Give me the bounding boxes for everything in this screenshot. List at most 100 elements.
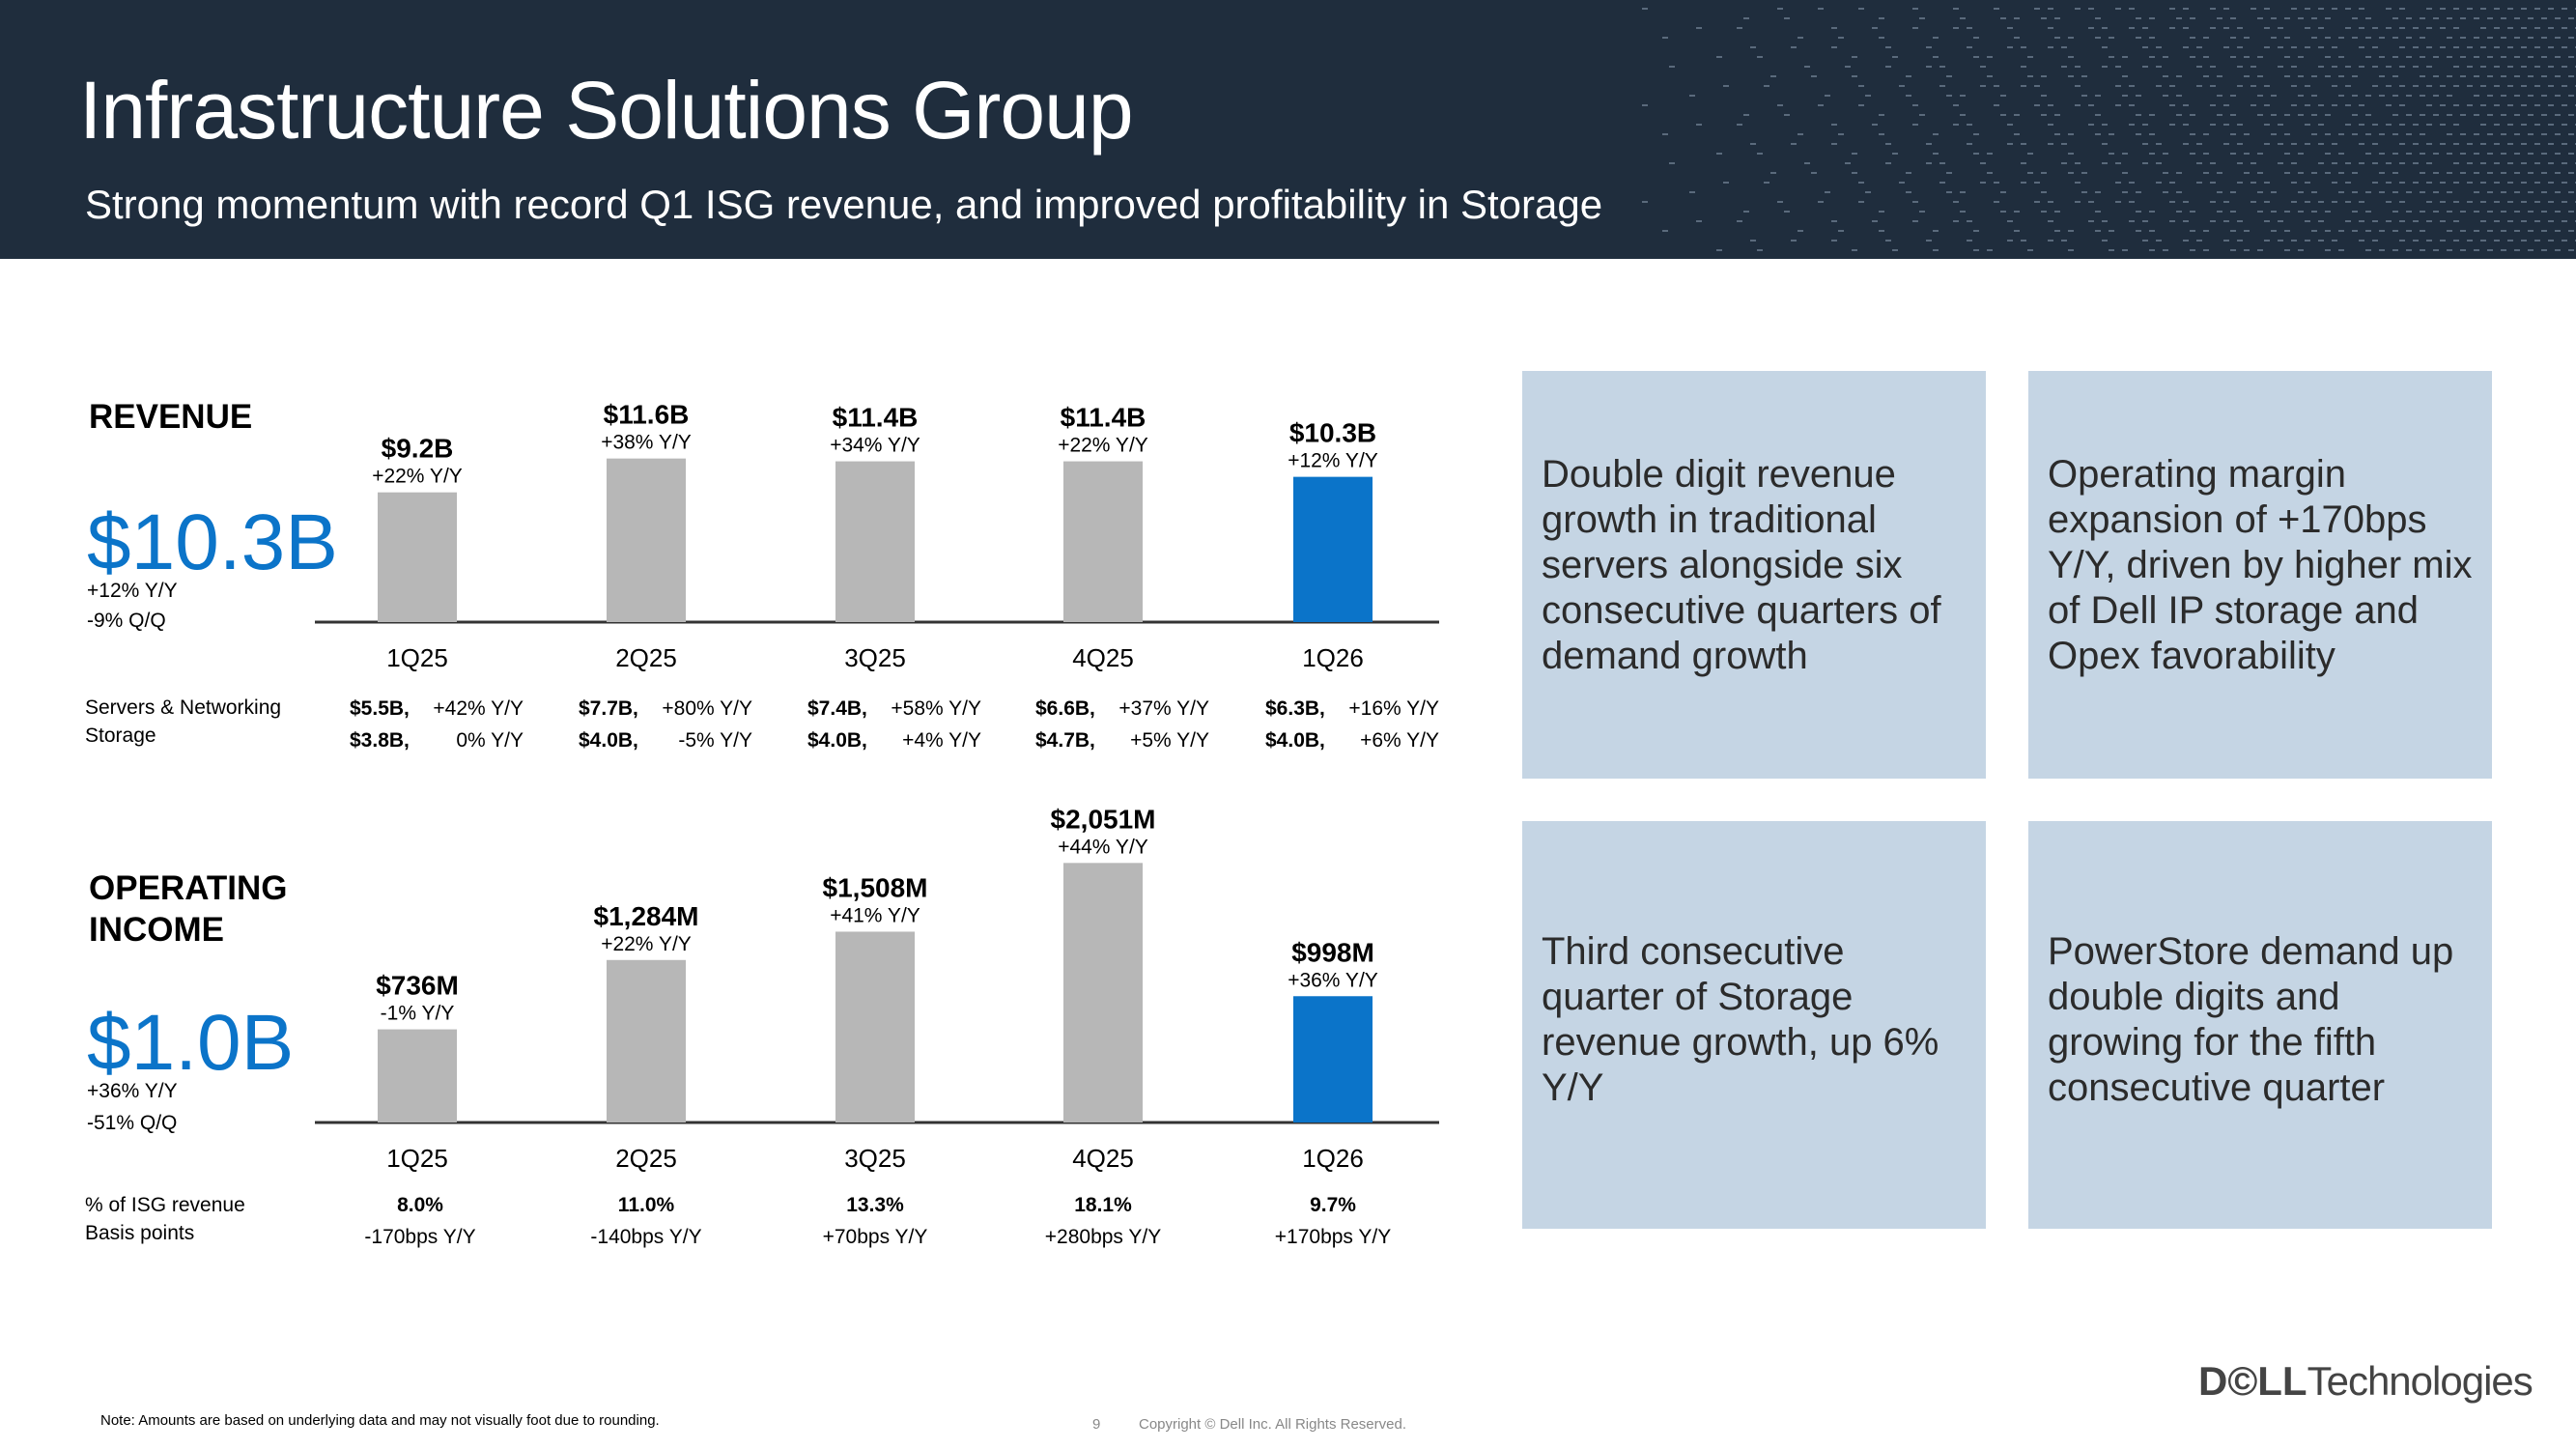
header-dot bbox=[2068, 56, 2074, 58]
header-dot bbox=[1831, 27, 1837, 29]
header-dot bbox=[2237, 66, 2243, 68]
header-dot bbox=[2305, 8, 2310, 10]
header-dot bbox=[2298, 172, 2304, 174]
header-dot bbox=[2521, 8, 2527, 10]
header-dot bbox=[2514, 211, 2520, 213]
header-dot bbox=[2210, 182, 2216, 184]
revenue-row-label-servers: Servers & Networking bbox=[85, 696, 282, 719]
header-dot bbox=[2021, 85, 2026, 87]
header-dot bbox=[2169, 8, 2175, 10]
header-dot bbox=[2250, 66, 2256, 68]
header-dot bbox=[1798, 37, 1803, 39]
header-dot bbox=[2406, 249, 2412, 251]
header-dot bbox=[2176, 172, 2182, 174]
header-dot bbox=[1811, 172, 1817, 174]
header-dot bbox=[2163, 172, 2168, 174]
header-dot bbox=[1967, 220, 1972, 222]
header-dot bbox=[2426, 104, 2432, 106]
header-dot bbox=[2420, 56, 2425, 58]
header-dot bbox=[2102, 240, 2108, 242]
revenue-table-value: $7.4B, bbox=[807, 697, 867, 720]
header-dot bbox=[2183, 27, 2189, 29]
header-dot bbox=[2271, 211, 2277, 213]
header-dot bbox=[2007, 124, 2013, 126]
header-dot bbox=[2487, 114, 2493, 116]
header-dot bbox=[2021, 66, 2026, 68]
header-dot bbox=[2088, 104, 2094, 106]
header-dot bbox=[2156, 143, 2162, 145]
header-dot bbox=[2460, 114, 2466, 116]
header-dot bbox=[2068, 153, 2074, 155]
header-dot bbox=[1777, 8, 1783, 10]
header-dot bbox=[2149, 153, 2155, 155]
header-dot bbox=[2305, 240, 2310, 242]
header-dot bbox=[2453, 104, 2459, 106]
header-dot bbox=[2338, 75, 2344, 77]
header-dot bbox=[2061, 143, 2067, 145]
header-dot bbox=[1872, 220, 1878, 222]
header-dot bbox=[2399, 124, 2405, 126]
revenue-bar-4Q25 bbox=[1063, 461, 1143, 622]
header-dot bbox=[1987, 75, 1993, 77]
header-dot bbox=[1642, 8, 1648, 10]
header-dot bbox=[1906, 191, 1911, 193]
header-dot bbox=[2548, 104, 2554, 106]
header-dot bbox=[2494, 27, 2500, 29]
header-dot bbox=[2102, 46, 2108, 48]
header-dot bbox=[2278, 66, 2283, 68]
header-dot bbox=[2562, 201, 2567, 203]
header-dot bbox=[2291, 143, 2297, 145]
header-dot bbox=[2568, 37, 2574, 39]
header-dot bbox=[1865, 95, 1871, 97]
header-dot bbox=[2514, 114, 2520, 116]
header-dot bbox=[2169, 27, 2175, 29]
logo-bold: D©LL bbox=[2198, 1358, 2307, 1404]
header-dot bbox=[1858, 85, 1864, 87]
header-dot bbox=[2081, 95, 2087, 97]
header-dot bbox=[1777, 201, 1783, 203]
header-dot bbox=[2413, 182, 2419, 184]
header-dot bbox=[1960, 211, 1966, 213]
header-dot bbox=[1784, 114, 1790, 116]
header-dot bbox=[1669, 162, 1675, 164]
header-dot bbox=[2548, 162, 2554, 164]
header-dot bbox=[2257, 17, 2263, 19]
header-dot bbox=[2507, 162, 2513, 164]
header-dot bbox=[1926, 46, 1932, 48]
header-dot bbox=[2453, 182, 2459, 184]
header-dot bbox=[1825, 191, 1830, 193]
header-dot bbox=[2338, 191, 2344, 193]
header-dot bbox=[2298, 191, 2304, 193]
header-dot bbox=[2541, 230, 2547, 232]
header-dot bbox=[2115, 8, 2121, 10]
header-dot bbox=[2406, 191, 2412, 193]
header-dot bbox=[2311, 230, 2317, 232]
header-dot bbox=[2014, 211, 2020, 213]
header-dot bbox=[2562, 104, 2567, 106]
header-dot bbox=[1879, 114, 1884, 116]
header-dot bbox=[1987, 249, 1993, 251]
header-dot bbox=[2332, 66, 2337, 68]
header-dot bbox=[1899, 85, 1905, 87]
header-dot bbox=[1818, 104, 1824, 106]
header-dot bbox=[2345, 66, 2351, 68]
header-dot bbox=[2075, 162, 2081, 164]
header-dot bbox=[2149, 133, 2155, 135]
header-dot bbox=[1737, 124, 1742, 126]
revenue-table-growth: +37% Y/Y bbox=[1118, 697, 1209, 720]
header-dot bbox=[2311, 114, 2317, 116]
header-dot bbox=[2142, 66, 2148, 68]
header-dot bbox=[2440, 8, 2446, 10]
header-dot bbox=[2413, 162, 2419, 164]
header-dot bbox=[2244, 37, 2250, 39]
header-dot bbox=[2264, 85, 2270, 87]
header-dot bbox=[1845, 66, 1851, 68]
header-dot bbox=[2136, 211, 2141, 213]
header-dot bbox=[2433, 191, 2439, 193]
header-dot bbox=[2379, 191, 2385, 193]
header-dot bbox=[2061, 240, 2067, 242]
header-dot bbox=[2365, 37, 2371, 39]
header-dot bbox=[2250, 182, 2256, 184]
header-dot bbox=[2129, 201, 2135, 203]
header-dot bbox=[2474, 249, 2479, 251]
